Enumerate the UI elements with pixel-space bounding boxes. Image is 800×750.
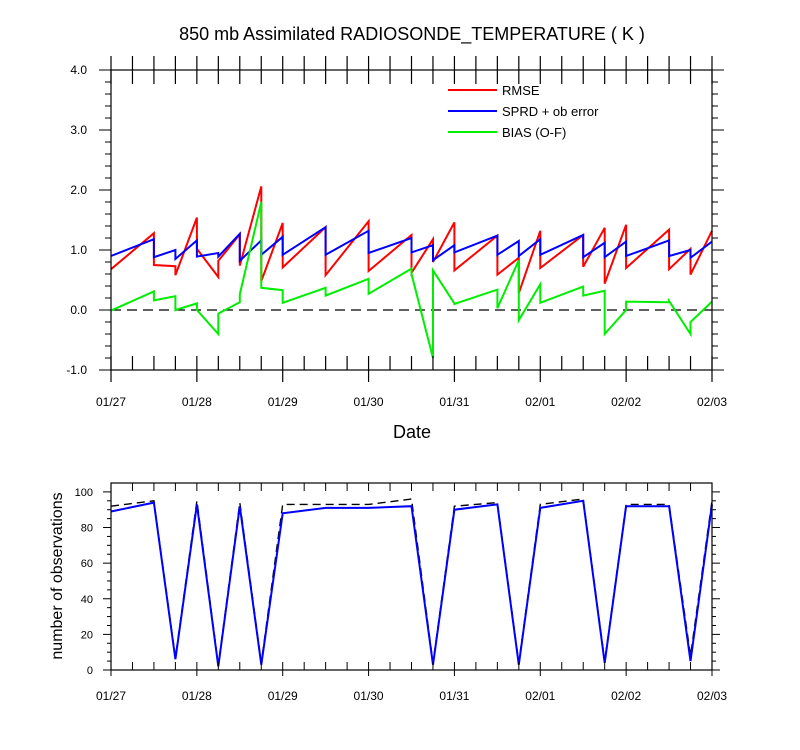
x-tick-label: 02/02	[611, 395, 641, 409]
series-line-total-obs	[110, 498, 713, 665]
series-line-assimilated-obs	[110, 499, 713, 667]
x-axis-label: Date	[393, 422, 431, 442]
y-tick-label: 1.0	[70, 243, 87, 257]
top-panel: -1.0 0.0 1.0 2.0 3.0 4.0 01/27 01/28 01/29 01/30…	[66, 56, 727, 442]
series-line-sprd	[110, 225, 713, 264]
x-tick-label: 01/30	[354, 689, 384, 703]
bottom-panel-y-tick-labels: 0 20 40 60 80 100	[75, 487, 93, 677]
x-tick-label: 01/29	[268, 395, 298, 409]
x-tick-label: 02/03	[697, 689, 727, 703]
bottom-panel: 0 20 40 60 80 100 01/27 01/28 01/29 01/30 01/31 02…	[49, 482, 727, 703]
x-tick-label: 01/28	[182, 395, 212, 409]
series-line-bias	[110, 201, 713, 359]
x-tick-label: 01/29	[268, 689, 298, 703]
x-tick-label: 02/01	[525, 395, 555, 409]
y-tick-label: -1.0	[66, 363, 87, 377]
y-tick-label: 60	[81, 558, 93, 570]
bottom-panel-x-tick-labels: 01/27 01/28 01/29 01/30 01/31 02/01 02/02 02/03	[96, 689, 727, 703]
top-panel-y-tick-labels: -1.0 0.0 1.0 2.0 3.0 4.0	[66, 63, 87, 377]
legend-label-bias: BIAS (O-F)	[502, 125, 566, 140]
x-tick-label: 01/31	[439, 689, 469, 703]
y-tick-label: 2.0	[70, 183, 87, 197]
x-tick-label: 01/31	[439, 395, 469, 409]
x-tick-label: 02/02	[611, 689, 641, 703]
top-panel-ticks	[99, 56, 724, 382]
y-tick-label: 100	[75, 487, 93, 499]
x-tick-label: 01/30	[354, 395, 384, 409]
y-tick-label: 80	[81, 523, 93, 535]
top-panel-series	[110, 186, 713, 359]
x-tick-label: 02/03	[697, 395, 727, 409]
chart-title: 850 mb Assimilated RADIOSONDE_TEMPERATUR…	[179, 24, 645, 45]
bottom-panel-ticks	[103, 483, 720, 676]
x-tick-label: 01/27	[96, 395, 126, 409]
y-axis-label: number of observations	[49, 492, 66, 659]
x-tick-label: 01/27	[96, 689, 126, 703]
top-panel-frame	[110, 69, 713, 371]
x-tick-label: 02/01	[525, 689, 555, 703]
top-panel-x-tick-labels: 01/27 01/28 01/29 01/30 01/31 02/01 02/02 02/03	[96, 395, 727, 409]
legend-label-rmse: RMSE	[502, 83, 540, 98]
y-tick-label: 4.0	[70, 63, 87, 77]
y-tick-label: 40	[81, 594, 93, 606]
y-tick-label: 0	[87, 665, 93, 677]
y-tick-label: 20	[81, 629, 93, 641]
legend: RMSE SPRD + ob error BIAS (O-F)	[448, 83, 599, 140]
y-tick-label: 0.0	[70, 303, 87, 317]
y-tick-label: 3.0	[70, 123, 87, 137]
legend-label-sprd: SPRD + ob error	[502, 104, 599, 119]
series-line-rmse	[110, 186, 713, 294]
x-tick-label: 01/28	[182, 689, 212, 703]
bottom-panel-series	[110, 498, 713, 667]
